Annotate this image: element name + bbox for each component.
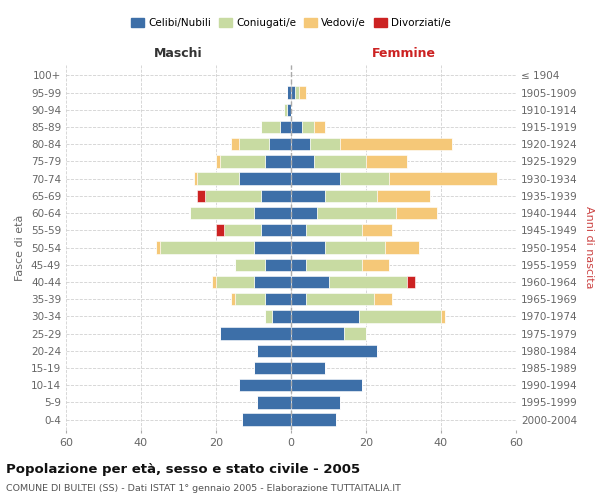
Bar bbox=[265, 258, 291, 271]
Bar bbox=[291, 414, 336, 426]
Bar bbox=[291, 293, 306, 306]
Bar bbox=[343, 328, 366, 340]
Bar bbox=[261, 224, 291, 236]
Bar bbox=[317, 207, 396, 220]
Bar bbox=[239, 172, 291, 185]
Bar bbox=[216, 276, 254, 288]
Bar bbox=[291, 224, 306, 236]
Bar bbox=[265, 293, 291, 306]
Bar bbox=[261, 190, 291, 202]
Bar bbox=[269, 138, 291, 150]
Bar bbox=[156, 242, 160, 254]
Bar bbox=[235, 258, 265, 271]
Bar bbox=[235, 293, 265, 306]
Bar bbox=[340, 172, 389, 185]
Bar bbox=[441, 310, 445, 322]
Bar bbox=[310, 138, 340, 150]
Bar bbox=[231, 293, 235, 306]
Bar bbox=[190, 207, 254, 220]
Bar bbox=[329, 276, 407, 288]
Bar bbox=[254, 242, 291, 254]
Bar bbox=[396, 207, 437, 220]
Bar bbox=[291, 155, 314, 168]
Bar bbox=[257, 396, 291, 408]
Bar bbox=[359, 310, 441, 322]
Bar bbox=[291, 276, 329, 288]
Bar bbox=[291, 344, 377, 357]
Bar bbox=[295, 86, 299, 99]
Bar bbox=[216, 155, 220, 168]
Bar bbox=[362, 224, 392, 236]
Bar bbox=[272, 310, 291, 322]
Bar bbox=[306, 293, 373, 306]
Bar bbox=[389, 172, 497, 185]
Bar bbox=[265, 155, 291, 168]
Bar bbox=[205, 190, 261, 202]
Bar bbox=[291, 396, 340, 408]
Bar bbox=[325, 190, 377, 202]
Bar bbox=[291, 207, 317, 220]
Bar bbox=[291, 172, 340, 185]
Bar bbox=[373, 293, 392, 306]
Bar bbox=[306, 224, 362, 236]
Bar bbox=[220, 328, 291, 340]
Bar bbox=[284, 104, 287, 116]
Bar bbox=[362, 258, 389, 271]
Bar bbox=[197, 172, 239, 185]
Bar bbox=[291, 86, 295, 99]
Bar bbox=[223, 224, 261, 236]
Bar bbox=[254, 276, 291, 288]
Bar bbox=[261, 121, 280, 133]
Bar bbox=[366, 155, 407, 168]
Bar bbox=[291, 121, 302, 133]
Bar bbox=[340, 138, 452, 150]
Y-axis label: Fasce di età: Fasce di età bbox=[16, 214, 25, 280]
Bar bbox=[257, 344, 291, 357]
Bar bbox=[291, 379, 362, 392]
Bar bbox=[314, 121, 325, 133]
Bar bbox=[287, 104, 291, 116]
Bar bbox=[160, 242, 254, 254]
Bar bbox=[287, 86, 291, 99]
Bar bbox=[231, 138, 239, 150]
Bar bbox=[291, 242, 325, 254]
Legend: Celibi/Nubili, Coniugati/e, Vedovi/e, Divorziati/e: Celibi/Nubili, Coniugati/e, Vedovi/e, Di… bbox=[127, 14, 455, 32]
Bar bbox=[291, 258, 306, 271]
Bar bbox=[302, 121, 314, 133]
Bar bbox=[291, 310, 359, 322]
Bar bbox=[239, 138, 269, 150]
Bar bbox=[197, 190, 205, 202]
Bar bbox=[291, 362, 325, 374]
Bar bbox=[325, 242, 385, 254]
Text: COMUNE DI BULTEI (SS) - Dati ISTAT 1° gennaio 2005 - Elaborazione TUTTAITALIA.IT: COMUNE DI BULTEI (SS) - Dati ISTAT 1° ge… bbox=[6, 484, 401, 493]
Bar bbox=[407, 276, 415, 288]
Bar bbox=[265, 310, 272, 322]
Bar bbox=[280, 121, 291, 133]
Bar bbox=[291, 138, 310, 150]
Text: Maschi: Maschi bbox=[154, 47, 203, 60]
Bar bbox=[242, 414, 291, 426]
Bar bbox=[254, 362, 291, 374]
Bar bbox=[193, 172, 197, 185]
Bar bbox=[385, 242, 419, 254]
Text: Popolazione per età, sesso e stato civile - 2005: Popolazione per età, sesso e stato civil… bbox=[6, 462, 360, 475]
Bar bbox=[254, 207, 291, 220]
Y-axis label: Anni di nascita: Anni di nascita bbox=[584, 206, 594, 289]
Bar bbox=[314, 155, 366, 168]
Bar bbox=[306, 258, 362, 271]
Bar bbox=[212, 276, 216, 288]
Bar bbox=[377, 190, 430, 202]
Bar bbox=[220, 155, 265, 168]
Text: Femmine: Femmine bbox=[371, 47, 436, 60]
Bar bbox=[239, 379, 291, 392]
Bar bbox=[291, 328, 343, 340]
Bar bbox=[291, 190, 325, 202]
Bar bbox=[299, 86, 306, 99]
Bar bbox=[216, 224, 223, 236]
